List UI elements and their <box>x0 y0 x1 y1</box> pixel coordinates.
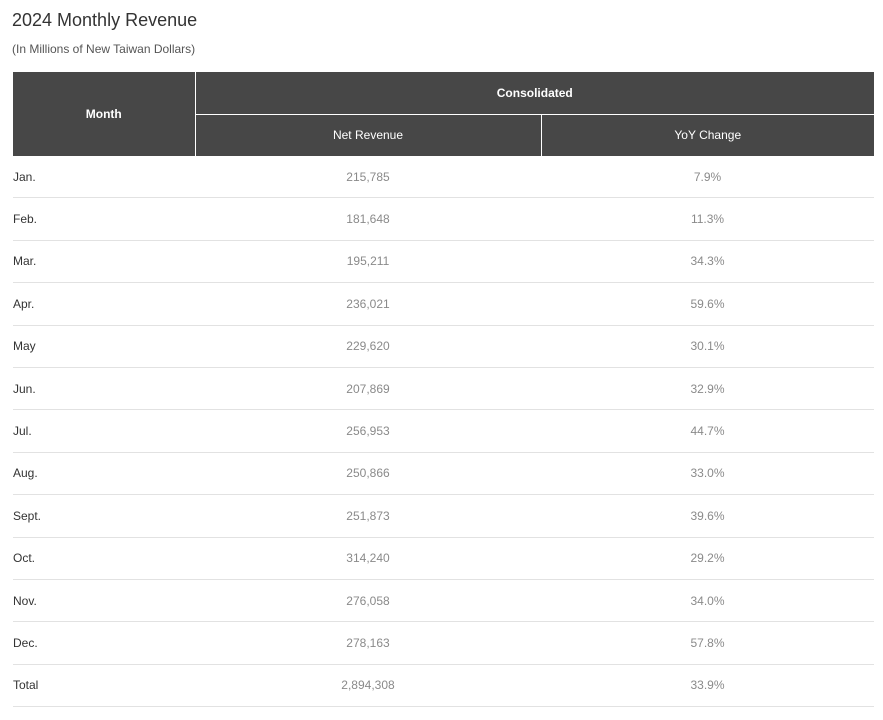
row-net-revenue: 229,620 <box>195 325 541 368</box>
row-month: Apr. <box>13 282 195 326</box>
row-month: Jan. <box>13 156 195 199</box>
table-row: May 229,620 30.1% <box>13 325 875 368</box>
row-month: Mar. <box>13 240 195 284</box>
page-subtitle: (In Millions of New Taiwan Dollars) <box>12 42 196 56</box>
row-net-revenue: 276,058 <box>195 579 541 623</box>
table-row: Nov. 276,058 34.0% <box>13 579 875 623</box>
row-month: May <box>13 325 195 368</box>
table-row: Sept. 251,873 39.6% <box>13 494 875 538</box>
table-row: Jan. 215,785 7.9% <box>13 156 875 199</box>
row-net-revenue: 215,785 <box>195 156 541 199</box>
row-month: Jul. <box>13 409 195 453</box>
page-title: 2024 Monthly Revenue <box>12 10 198 30</box>
row-month: Feb. <box>13 197 195 241</box>
row-yoy-change: 32.9% <box>541 367 875 411</box>
row-yoy-change: 30.1% <box>541 325 875 368</box>
row-yoy-change: 33.9% <box>541 664 875 708</box>
row-yoy-change: 57.8% <box>541 621 875 665</box>
row-yoy-change: 59.6% <box>541 282 875 326</box>
row-month: Jun. <box>13 367 195 411</box>
row-net-revenue: 236,021 <box>195 282 541 326</box>
column-header-month: Month <box>13 72 196 156</box>
row-net-revenue: 195,211 <box>195 240 541 284</box>
row-yoy-change: 11.3% <box>541 197 875 241</box>
row-net-revenue: 278,163 <box>195 621 541 665</box>
row-net-revenue: 314,240 <box>195 537 541 580</box>
row-yoy-change: 29.2% <box>541 537 875 580</box>
row-yoy-change: 39.6% <box>541 494 875 538</box>
table-row: Aug. 250,866 33.0% <box>13 452 875 496</box>
column-header-yoy-change: YoY Change <box>541 114 875 156</box>
row-net-revenue: 256,953 <box>195 409 541 453</box>
table-row: Jun. 207,869 32.9% <box>13 367 875 411</box>
row-month: Total <box>13 664 195 708</box>
row-month: Aug. <box>13 452 195 496</box>
table-header: Month Consolidated Net Revenue YoY Chang… <box>13 72 875 156</box>
table-row-total: Total 2,894,308 33.9% <box>13 664 875 708</box>
row-net-revenue: 250,866 <box>195 452 541 496</box>
row-yoy-change: 34.0% <box>541 579 875 623</box>
row-yoy-change: 33.0% <box>541 452 875 496</box>
row-net-revenue: 181,648 <box>195 197 541 241</box>
column-group-consolidated: Consolidated <box>195 72 875 115</box>
table-row: Feb. 181,648 11.3% <box>13 197 875 241</box>
row-month: Sept. <box>13 494 195 538</box>
table-row: Apr. 236,021 59.6% <box>13 282 875 326</box>
row-net-revenue: 207,869 <box>195 367 541 411</box>
row-yoy-change: 34.3% <box>541 240 875 284</box>
row-net-revenue: 2,894,308 <box>195 664 541 708</box>
table-row: Oct. 314,240 29.2% <box>13 537 875 580</box>
row-month: Nov. <box>13 579 195 623</box>
monthly-revenue-table: Month Consolidated Net Revenue YoY Chang… <box>13 72 875 708</box>
column-header-net-revenue: Net Revenue <box>195 114 542 156</box>
row-month: Dec. <box>13 621 195 665</box>
row-yoy-change: 7.9% <box>541 156 875 199</box>
table-row: Dec. 278,163 57.8% <box>13 621 875 665</box>
row-net-revenue: 251,873 <box>195 494 541 538</box>
row-yoy-change: 44.7% <box>541 409 875 453</box>
row-month: Oct. <box>13 537 195 580</box>
table-row: Jul. 256,953 44.7% <box>13 409 875 453</box>
table-body: Jan. 215,785 7.9% Feb. 181,648 11.3% Mar… <box>13 156 875 708</box>
table-row: Mar. 195,211 34.3% <box>13 240 875 284</box>
